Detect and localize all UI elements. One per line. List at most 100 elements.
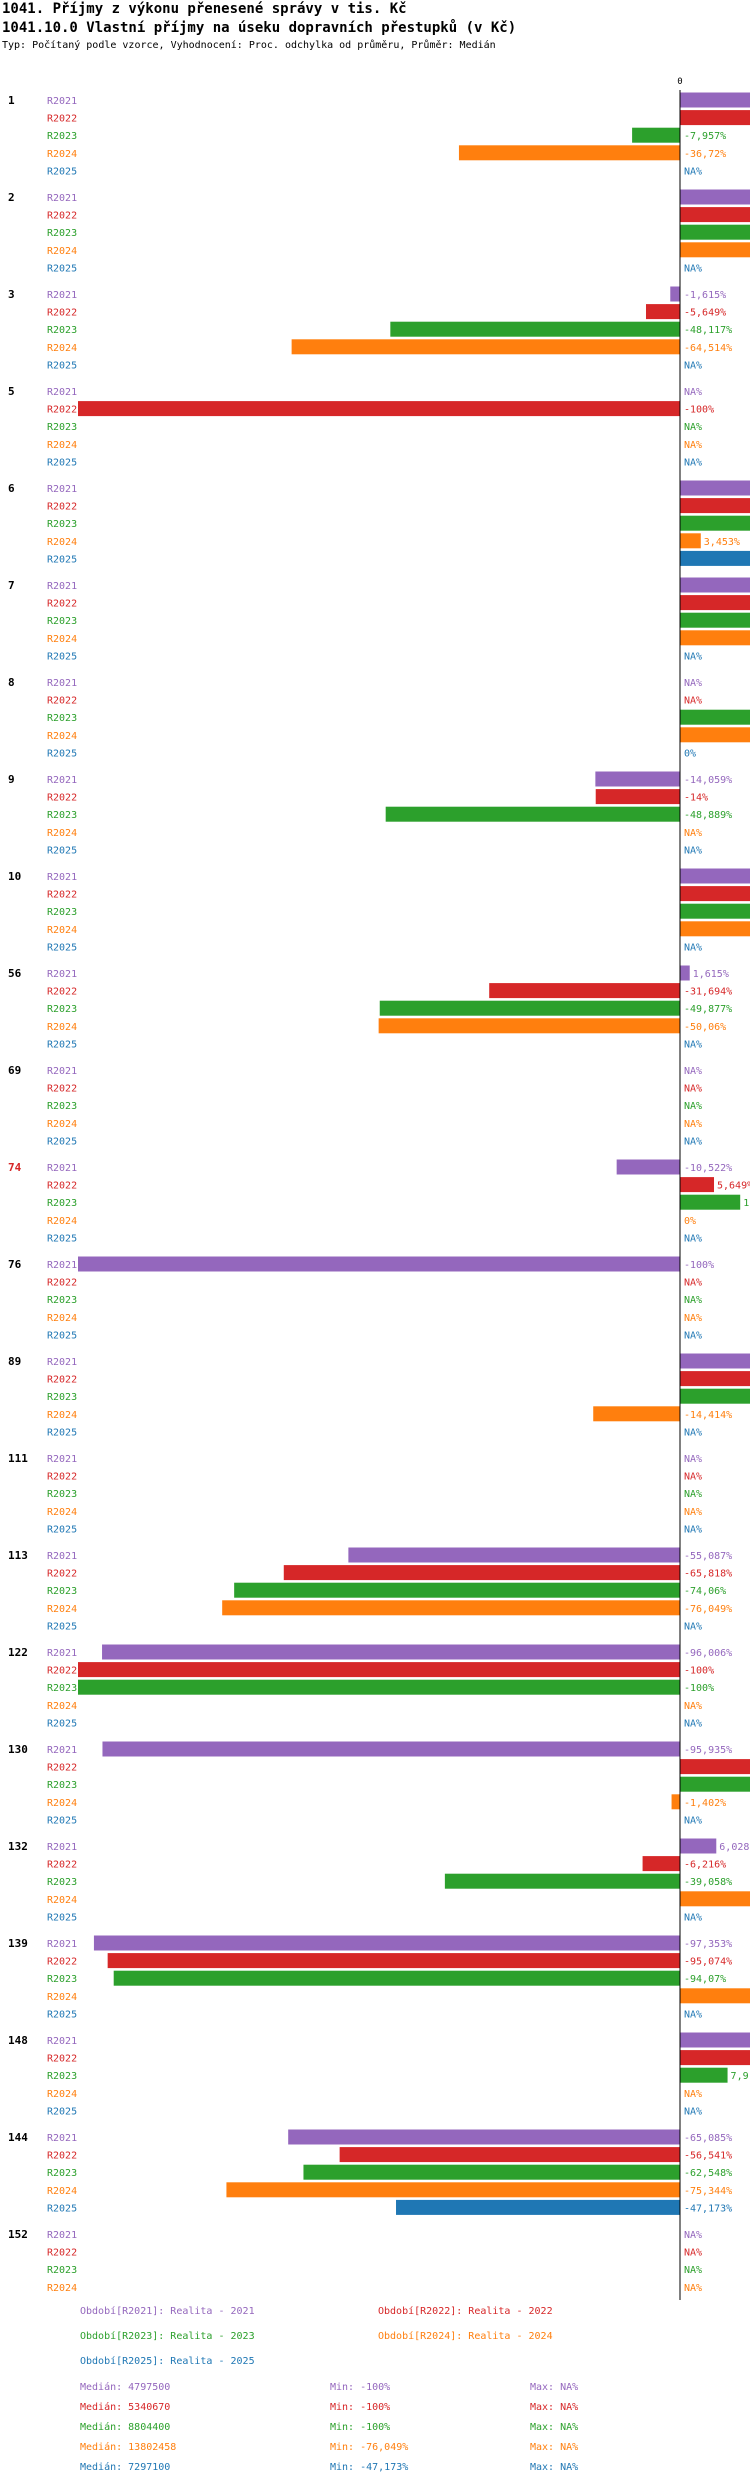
bar <box>680 903 750 919</box>
bar <box>680 550 750 566</box>
legend-period: Období[R2022]: Realita - 2022 <box>378 2305 553 2317</box>
group-label: 9 <box>8 773 15 786</box>
series-label: R2022 <box>47 1666 77 1677</box>
bar <box>113 1970 680 1986</box>
legend-max: Max: NA% <box>530 2442 578 2453</box>
bar <box>642 1856 680 1872</box>
series-label: R2022 <box>47 1860 77 1871</box>
series-label: R2025 <box>47 457 77 468</box>
series-label: R2022 <box>47 599 77 610</box>
bar <box>283 1565 680 1581</box>
series-label: R2024 <box>47 343 77 354</box>
value-label: NA% <box>684 1233 702 1244</box>
value-label: -48,117% <box>684 325 732 336</box>
bar <box>680 921 750 937</box>
value-label: -100% <box>684 1260 714 1271</box>
value-label: -55,087% <box>684 1551 732 1562</box>
bar <box>489 983 680 999</box>
series-label: R2024 <box>47 1313 77 1324</box>
series-label: R2025 <box>47 2009 77 2020</box>
series-label: R2022 <box>47 2151 77 2162</box>
bar <box>680 533 701 549</box>
value-label: NA% <box>684 1472 702 1483</box>
group-label: 148 <box>8 2034 28 2047</box>
series-label: R2022 <box>47 890 77 901</box>
value-label: -75,344% <box>684 2186 732 2197</box>
value-label: 1,615% <box>693 969 729 980</box>
value-label: -100% <box>684 1666 714 1677</box>
series-label: R2023 <box>47 810 77 821</box>
value-label: NA% <box>684 1718 702 1729</box>
value-label: -62,548% <box>684 2168 732 2179</box>
series-label: R2025 <box>47 1233 77 1244</box>
value-label: -14,414% <box>684 1410 732 1421</box>
bar <box>226 2182 680 2198</box>
series-label: R2024 <box>47 634 77 645</box>
value-label: NA% <box>684 1039 702 1050</box>
bar <box>78 1662 680 1678</box>
series-label: R2021 <box>47 1939 77 1950</box>
bar <box>444 1873 680 1889</box>
series-label: R2021 <box>47 775 77 786</box>
series-label: R2021 <box>47 96 77 107</box>
bar <box>680 1194 741 1210</box>
bar <box>303 2164 680 2180</box>
bar <box>291 339 680 355</box>
bar <box>680 612 750 628</box>
series-label: R2025 <box>47 1815 77 1826</box>
bar <box>78 1256 680 1272</box>
group-label: 130 <box>8 1743 28 1756</box>
bar <box>680 1388 750 1404</box>
value-label: -49,877% <box>684 1004 732 1015</box>
legend-min: Min: -100% <box>330 2402 390 2413</box>
chart-subtitle: 1041.10.0 Vlastní příjmy na úseku doprav… <box>2 20 517 36</box>
value-label: NA% <box>684 828 702 839</box>
bar <box>680 1988 750 2004</box>
value-label: -74,06% <box>684 1586 726 1597</box>
bar <box>632 127 680 143</box>
bar <box>78 1679 680 1695</box>
group-label: 113 <box>8 1549 28 1562</box>
value-label: -97,353% <box>684 1939 732 1950</box>
series-label: R2025 <box>47 1621 77 1632</box>
value-label: 7,9 <box>731 2071 749 2082</box>
value-label: NA% <box>684 263 702 274</box>
series-label: R2025 <box>47 2203 77 2214</box>
series-label: R2024 <box>47 440 77 451</box>
value-label: 5,649% <box>717 1181 750 1192</box>
series-label: R2025 <box>47 1524 77 1535</box>
value-label: -1,402% <box>684 1798 726 1809</box>
x-tick-label: 0 <box>677 77 682 87</box>
bar <box>680 189 750 205</box>
bar <box>680 1891 750 1907</box>
bar <box>680 727 750 743</box>
series-label: R2024 <box>47 1022 77 1033</box>
series-label: R2023 <box>47 1489 77 1500</box>
series-label: R2023 <box>47 2168 77 2179</box>
series-label: R2021 <box>47 678 77 689</box>
series-label: R2024 <box>47 1216 77 1227</box>
series-label: R2024 <box>47 1798 77 1809</box>
value-label: 6,028 <box>719 1842 749 1853</box>
series-label: R2023 <box>47 325 77 336</box>
chart-header: 1041. Příjmy z výkonu přenesené správy v… <box>2 0 516 54</box>
series-label: R2021 <box>47 1454 77 1465</box>
value-label: NA% <box>684 1119 702 1130</box>
series-label: R2021 <box>47 969 77 980</box>
group-label: 139 <box>8 1937 28 1950</box>
legend-median: Medián: 8804400 <box>80 2421 170 2433</box>
bar <box>616 1159 680 1175</box>
group-label: 152 <box>8 2228 28 2241</box>
series-label: R2024 <box>47 731 77 742</box>
bar <box>222 1600 681 1616</box>
legend-max: Max: NA% <box>530 2402 578 2413</box>
value-label: NA% <box>684 2089 702 2100</box>
bar <box>680 595 750 611</box>
value-label: NA% <box>684 845 702 856</box>
value-label: 0% <box>684 748 696 759</box>
value-label: -6,216% <box>684 1860 726 1871</box>
group-label: 6 <box>8 482 15 495</box>
bar <box>680 630 750 646</box>
series-label: R2022 <box>47 1472 77 1483</box>
